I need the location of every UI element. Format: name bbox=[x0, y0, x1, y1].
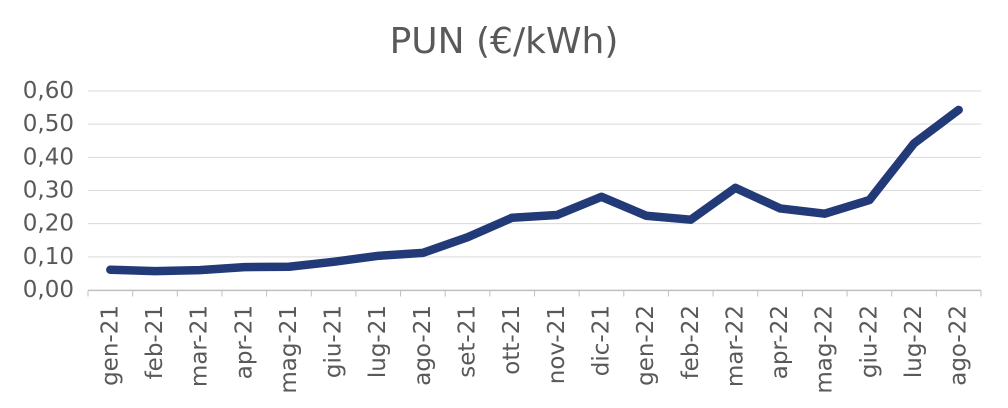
x-tick-label: feb-21 bbox=[142, 305, 168, 379]
x-tick-label: mar-22 bbox=[722, 305, 748, 387]
y-tick-label: 0,00 bbox=[23, 277, 74, 303]
x-tick-label: nov-21 bbox=[544, 305, 570, 384]
x-tick-label: mag-21 bbox=[276, 305, 302, 394]
x-tick-label: lug-21 bbox=[365, 305, 391, 378]
x-tick-label: mar-21 bbox=[187, 305, 213, 387]
x-axis-labels: gen-21 feb-21 mar-21 apr-21 mag-21 giu-21 lug-… bbox=[97, 305, 971, 394]
y-tick-label: 0,10 bbox=[23, 244, 74, 270]
x-tick-label: mag-22 bbox=[812, 305, 838, 394]
chart-title: PUN (€/kWh) bbox=[390, 21, 619, 62]
x-tick-label: apr-21 bbox=[231, 305, 257, 379]
x-tick-label: set-21 bbox=[455, 305, 481, 378]
x-tick-label: giu-22 bbox=[856, 305, 882, 378]
y-tick-label: 0,60 bbox=[23, 78, 74, 104]
x-axis bbox=[87, 289, 982, 297]
gridlines bbox=[88, 90, 981, 291]
pun-series-line bbox=[106, 105, 963, 276]
x-tick-label: dic-21 bbox=[588, 305, 614, 376]
x-tick-label: feb-22 bbox=[678, 305, 704, 379]
x-tick-label: gen-22 bbox=[633, 305, 659, 386]
y-tick-label: 0,20 bbox=[23, 211, 74, 237]
x-tick-label: giu-21 bbox=[321, 305, 347, 378]
x-tick-label: apr-22 bbox=[767, 305, 793, 379]
y-tick-label: 0,30 bbox=[23, 178, 74, 204]
y-axis-labels: 0,00 0,10 0,20 0,30 0,40 0,50 0,60 bbox=[23, 78, 74, 303]
x-tick-label: ott-21 bbox=[499, 305, 525, 375]
y-tick-label: 0,40 bbox=[23, 144, 74, 170]
x-tick-label: ago-21 bbox=[410, 305, 436, 386]
x-tick-label: lug-22 bbox=[901, 305, 927, 378]
x-tick-label: gen-21 bbox=[97, 305, 123, 386]
x-tick-label: ago-22 bbox=[946, 305, 972, 386]
y-tick-label: 0,50 bbox=[23, 111, 74, 137]
